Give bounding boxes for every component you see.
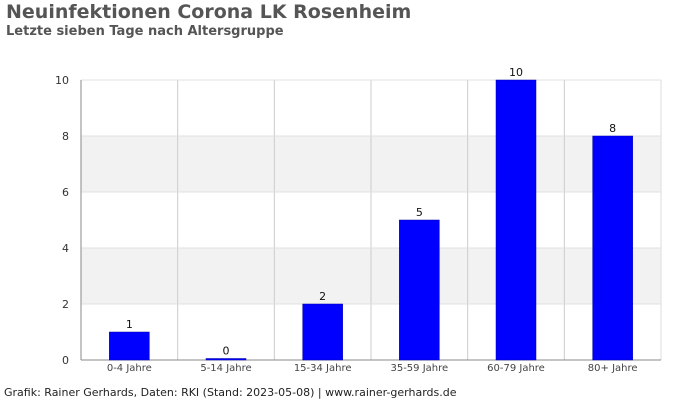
x-tick-label: 35-59 Jahre: [390, 363, 448, 374]
chart-subtitle: Letzte sieben Tage nach Altersgruppe: [6, 24, 284, 39]
y-tick-label: 10: [55, 74, 69, 87]
bars: [109, 79, 633, 361]
y-tick-label: 2: [62, 298, 69, 311]
x-tick-label: 80+ Jahre: [588, 363, 638, 374]
bar: [495, 79, 537, 361]
source-footer: Grafik: Rainer Gerhards, Daten: RKI (Sta…: [4, 386, 457, 399]
x-tick-label: 5-14 Jahre: [200, 363, 251, 374]
x-tick-label: 60-79 Jahre: [487, 363, 545, 374]
data-label: 0: [223, 345, 230, 358]
y-tick-label: 4: [62, 242, 69, 255]
bar: [399, 219, 440, 361]
data-label: 8: [609, 122, 616, 135]
bar: [205, 358, 247, 361]
x-tick-label: 15-34 Jahre: [294, 363, 352, 374]
y-tick-label: 6: [62, 186, 69, 199]
y-tick-label: 8: [62, 130, 69, 143]
data-label: 1: [126, 318, 133, 331]
x-tick-label: 0-4 Jahre: [107, 363, 152, 374]
data-label: 10: [509, 66, 523, 79]
x-tick-labels: 0-4 Jahre 5-14 Jahre 15-34 Jahre 35-59 Jahr…: [107, 363, 638, 374]
data-label: 2: [319, 290, 326, 303]
y-tick-labels: 0 2 4 6 8 10: [55, 74, 69, 367]
vertical-gridlines: [177, 80, 662, 360]
bar: [109, 331, 150, 361]
data-label: 5: [416, 206, 423, 219]
y-tick-label: 0: [62, 354, 69, 367]
bar: [302, 303, 343, 361]
bar: [592, 135, 633, 361]
axes: [80, 80, 661, 361]
chart-title: Neuinfektionen Corona LK Rosenheim: [6, 1, 412, 23]
